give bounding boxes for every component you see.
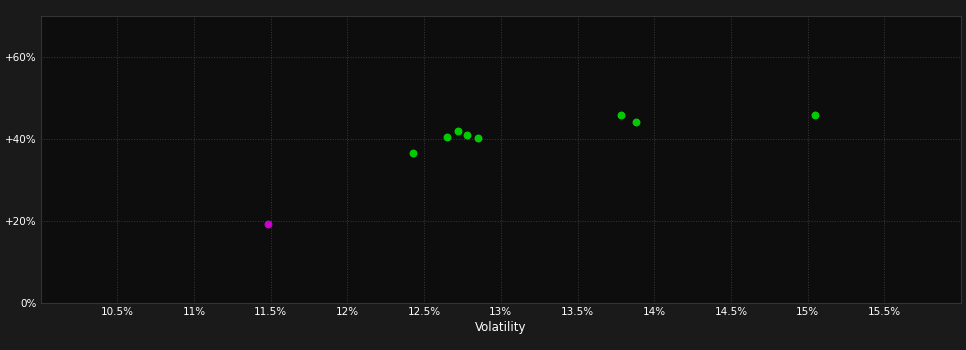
Point — [808, 113, 823, 118]
Point — [628, 119, 643, 124]
X-axis label: Volatility: Volatility — [475, 321, 526, 334]
Point — [470, 135, 486, 140]
Point — [260, 221, 275, 227]
Point — [440, 134, 455, 140]
Point — [460, 132, 475, 138]
Point — [406, 150, 421, 155]
Point — [612, 112, 628, 118]
Point — [450, 128, 466, 133]
